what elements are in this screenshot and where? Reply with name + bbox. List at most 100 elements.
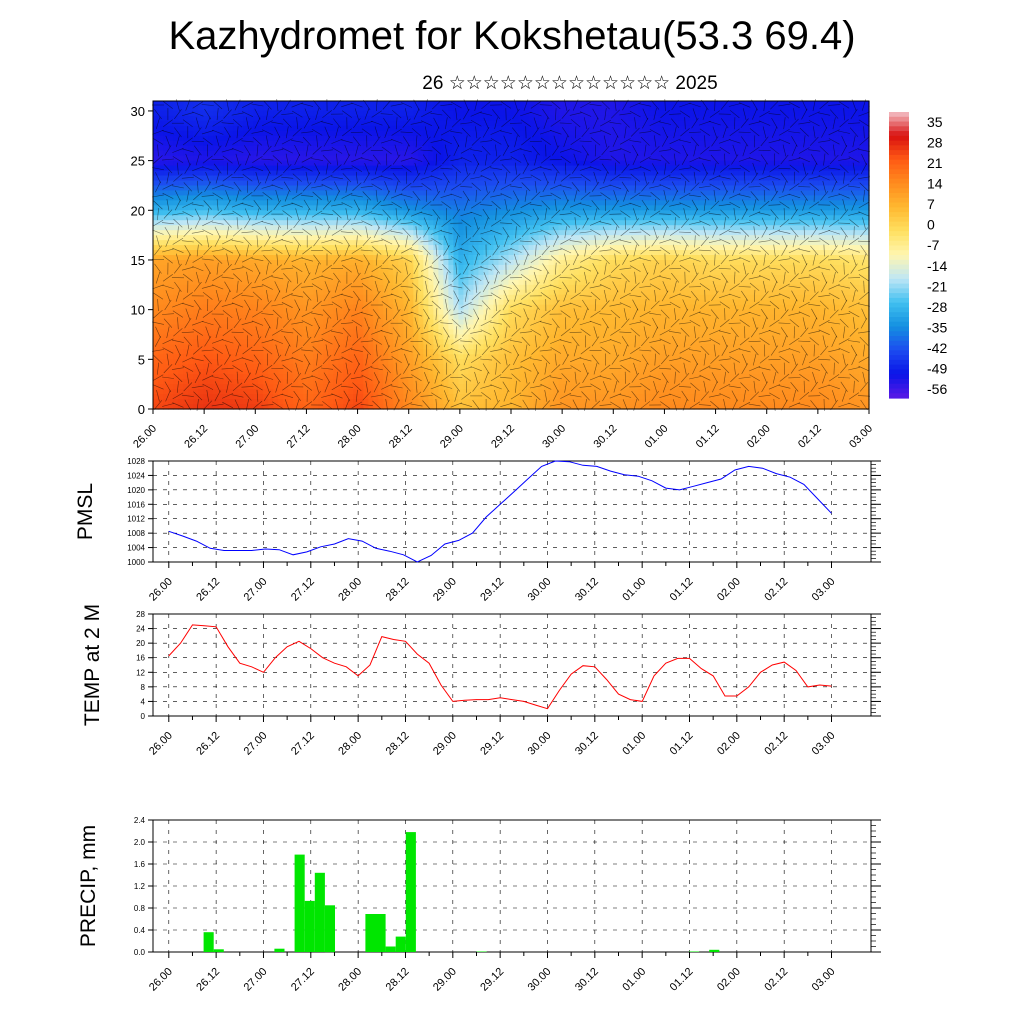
heat-cell: [408, 165, 414, 172]
heat-cell: [238, 354, 244, 360]
heat-cell: [163, 394, 169, 400]
heat-cell: [513, 319, 520, 326]
heat-cell: [348, 115, 354, 122]
heat-cell: [228, 279, 234, 286]
heat-cell: [328, 250, 334, 256]
heat-cell: [388, 379, 394, 385]
heat-cell: [468, 215, 475, 221]
heat-cell: [338, 299, 344, 306]
heat-cell: [158, 364, 164, 370]
heat-cell: [233, 309, 239, 316]
heat-cell: [528, 279, 535, 286]
heat-cell: [538, 364, 545, 370]
heat-cell: [413, 120, 419, 127]
heat-cell: [373, 200, 379, 206]
heat-cell: [338, 255, 344, 261]
heat-cell: [303, 205, 309, 211]
heat-cell: [388, 369, 394, 375]
heat-cell: [228, 115, 234, 122]
heat-cell: [458, 384, 465, 390]
heat-cell: [523, 399, 530, 405]
heat-cell: [223, 364, 229, 370]
heat-cell: [523, 379, 530, 385]
heat-cell: [418, 165, 424, 172]
heat-cell: [548, 274, 555, 281]
heat-cell: [258, 269, 264, 276]
heat-cell: [448, 205, 455, 211]
heat-cell: [298, 374, 304, 380]
heat-cell: [423, 165, 429, 172]
heat-cell: [543, 235, 550, 241]
heat-cell: [298, 269, 304, 276]
heat-cell: [418, 140, 424, 147]
heat-cell: [408, 289, 414, 296]
heat-cell: [173, 175, 179, 182]
heat-cell: [543, 349, 550, 355]
heat-cell: [418, 354, 424, 360]
heat-cell: [553, 101, 560, 107]
heat-cell: [418, 125, 424, 132]
heat-cell: [283, 130, 289, 137]
heat-cell: [468, 165, 475, 172]
heat-cell: [483, 255, 490, 261]
heat-cell: [273, 245, 279, 251]
heat-cell: [373, 220, 379, 226]
heat-cell: [198, 140, 204, 147]
heat-cell: [308, 324, 314, 331]
heat-cell: [368, 195, 374, 201]
heat-cell: [188, 379, 194, 385]
heat-cell: [163, 125, 169, 132]
heat-cell: [198, 165, 204, 172]
heat-cell: [233, 344, 239, 350]
heat-cell: [488, 245, 495, 251]
heat-cell: [163, 240, 169, 246]
heat-cell: [273, 190, 279, 196]
heat-cell: [428, 404, 434, 410]
heat-cell: [268, 309, 274, 316]
heat-cell: [283, 324, 289, 331]
heat-cell: [398, 220, 404, 226]
heat-cell: [543, 255, 550, 261]
heat-cell: [478, 389, 485, 395]
heat-cell: [483, 314, 490, 321]
heat-cell: [258, 349, 264, 355]
heat-cell: [268, 314, 274, 321]
heat-cell: [413, 210, 419, 216]
heat-cell: [543, 120, 550, 127]
heat-cell: [328, 120, 334, 127]
heat-cell: [488, 359, 495, 365]
heat-cell: [533, 359, 540, 365]
heat-cell: [373, 250, 379, 256]
heat-cell: [323, 255, 329, 261]
heat-cell: [533, 259, 540, 266]
heat-cell: [393, 269, 399, 276]
heat-cell: [243, 349, 249, 355]
heat-cell: [158, 329, 164, 336]
heat-cell: [543, 210, 550, 216]
heat-cell: [293, 101, 299, 107]
heat-cell: [183, 304, 189, 311]
heat-cell: [193, 369, 199, 375]
heat-cell: [343, 369, 349, 375]
heat-cell: [198, 294, 204, 301]
heat-cell: [183, 200, 189, 206]
heat-cell: [453, 235, 460, 241]
heat-cell: [183, 101, 189, 107]
heat-cell: [473, 264, 480, 271]
heat-cell: [413, 269, 419, 276]
heat-cell: [233, 195, 239, 201]
heat-cell: [413, 374, 419, 380]
heat-cell: [403, 404, 409, 410]
heat-cell: [323, 115, 329, 122]
heat-cell: [278, 329, 284, 336]
heat-cell: [308, 101, 314, 107]
heat-cell: [178, 304, 184, 311]
heat-cell: [468, 240, 475, 246]
heat-cell: [438, 309, 445, 316]
heat-cell: [293, 279, 299, 286]
heat-cell: [368, 240, 374, 246]
heat-cell: [403, 399, 409, 405]
heat-cell: [338, 105, 344, 112]
heat-cell: [458, 344, 465, 350]
heat-cell: [248, 215, 254, 221]
